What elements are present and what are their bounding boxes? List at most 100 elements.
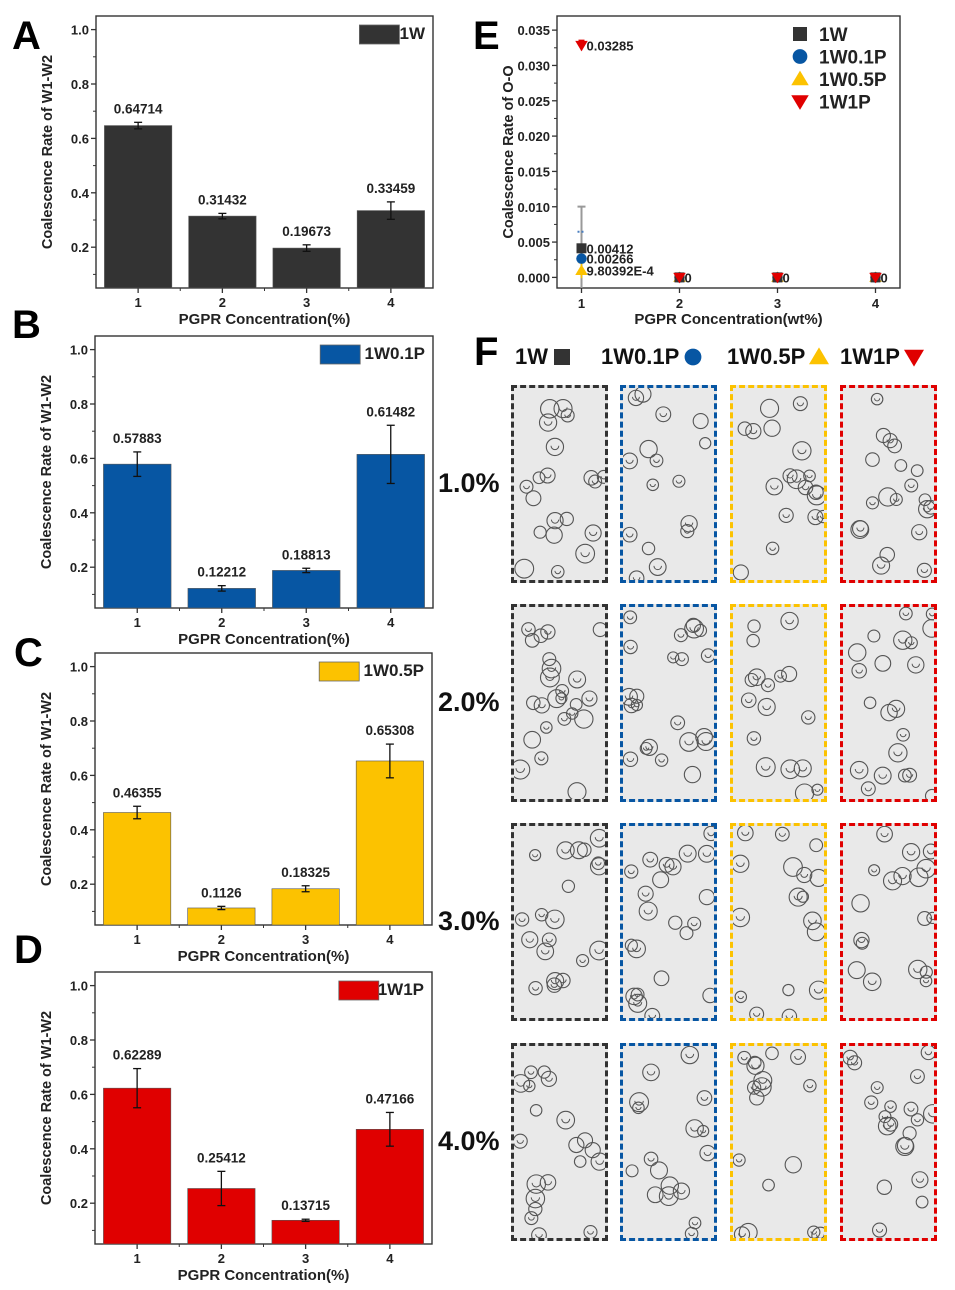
- droplet: [654, 753, 669, 767]
- droplet: [873, 766, 892, 785]
- data-label: 0: [783, 270, 790, 285]
- droplet: [555, 972, 571, 989]
- droplet: [853, 931, 870, 949]
- inner-droplet: [627, 645, 635, 650]
- inner-droplet: [867, 1101, 875, 1105]
- inner-droplet: [874, 398, 881, 402]
- droplet: [893, 630, 913, 650]
- inner-droplet: [850, 1061, 859, 1066]
- y-tick-label: 1.0: [71, 23, 89, 38]
- scatter-point: [575, 40, 588, 52]
- droplet: [733, 564, 749, 580]
- droplet: [702, 987, 714, 1004]
- droplet: [788, 887, 808, 907]
- x-axis-label: PGPR Concentration(%): [178, 631, 350, 648]
- inner-droplet: [701, 740, 711, 745]
- bar: [103, 463, 172, 609]
- legend-label: 1W1P: [378, 980, 424, 999]
- droplet: [629, 1092, 650, 1113]
- scatter-point: [576, 253, 587, 264]
- inner-droplet: [653, 565, 662, 571]
- inner-droplet: [898, 638, 908, 644]
- droplet: [693, 623, 708, 638]
- droplet: [909, 1069, 925, 1084]
- inner-droplet: [891, 707, 901, 713]
- inner-droplet: [702, 852, 712, 857]
- inner-droplet: [806, 1084, 814, 1089]
- droplet: [763, 419, 781, 437]
- inner-droplet: [762, 705, 771, 711]
- droplet: [624, 864, 639, 879]
- droplet: [765, 477, 784, 496]
- data-label: 0.62289: [113, 1048, 162, 1063]
- droplet: [760, 678, 776, 693]
- y-tick-label: 0.6: [70, 768, 88, 783]
- inner-droplet: [683, 852, 692, 857]
- droplet: [592, 622, 605, 638]
- inner-droplet: [545, 938, 553, 943]
- legend-label: 1W0.1P: [365, 344, 425, 363]
- bar: [103, 812, 172, 926]
- inner-droplet: [561, 849, 570, 854]
- inner-droplet: [625, 533, 634, 538]
- inner-droplet: [643, 909, 653, 915]
- droplet: [545, 526, 563, 544]
- droplet: [514, 558, 535, 579]
- droplet: [855, 936, 869, 950]
- inner-droplet: [907, 1108, 915, 1112]
- droplet: [816, 509, 824, 524]
- legend-swatch: [338, 980, 380, 1001]
- droplet: [847, 961, 866, 980]
- inner-droplet: [893, 751, 903, 757]
- droplet: [569, 697, 583, 711]
- legend-label: 1W0.5P: [819, 70, 887, 91]
- droplet: [670, 715, 686, 731]
- inner-droplet: [561, 717, 568, 722]
- droplets-image: [733, 826, 824, 1018]
- droplets-image: [514, 1065, 605, 1238]
- data-label: 0.31432: [198, 192, 247, 207]
- data-label: 0.65308: [365, 723, 414, 738]
- inner-droplet: [791, 477, 802, 483]
- droplet: [698, 888, 714, 906]
- inner-droplet: [561, 1118, 571, 1124]
- droplet: [523, 1079, 536, 1093]
- inner-droplet: [914, 1118, 921, 1123]
- droplet: [628, 570, 645, 580]
- inner-droplet: [688, 1232, 695, 1237]
- row-label-concentration: 2.0%: [438, 687, 500, 717]
- inner-droplet: [685, 1053, 695, 1059]
- droplet: [757, 697, 776, 717]
- micrograph: [840, 1043, 937, 1241]
- inner-droplet: [785, 619, 794, 625]
- inner-droplet: [737, 995, 744, 1000]
- inner-droplet: [587, 1231, 594, 1235]
- droplet: [653, 970, 670, 987]
- droplet: [532, 471, 546, 485]
- micrograph: [511, 385, 608, 583]
- bar: [104, 125, 173, 289]
- inner-droplet: [785, 1015, 794, 1018]
- droplet: [888, 743, 908, 763]
- droplets-image: [623, 610, 714, 784]
- inner-droplet: [684, 522, 694, 527]
- droplet: [746, 731, 762, 746]
- inner-droplet: [913, 968, 923, 973]
- droplet: [514, 1074, 531, 1093]
- inner-droplet: [794, 1055, 802, 1060]
- droplet: [811, 783, 824, 796]
- row-label-concentration: 1.0%: [438, 468, 500, 498]
- inner-droplet: [544, 1077, 553, 1082]
- droplet: [673, 628, 688, 643]
- droplet: [644, 1007, 661, 1018]
- droplet: [781, 1008, 798, 1018]
- inner-droplet: [538, 913, 545, 918]
- droplet: [628, 993, 648, 1013]
- inner-droplet: [580, 552, 590, 558]
- y-tick-label: 0.035: [517, 23, 550, 38]
- chart-c: 0.2 0.4 0.6 0.8 1.0 Coalescence Rate of W1-W2…: [39, 652, 433, 965]
- inner-droplet: [633, 1002, 643, 1007]
- inner-droplet: [816, 1234, 824, 1238]
- inner-droplet: [626, 758, 635, 762]
